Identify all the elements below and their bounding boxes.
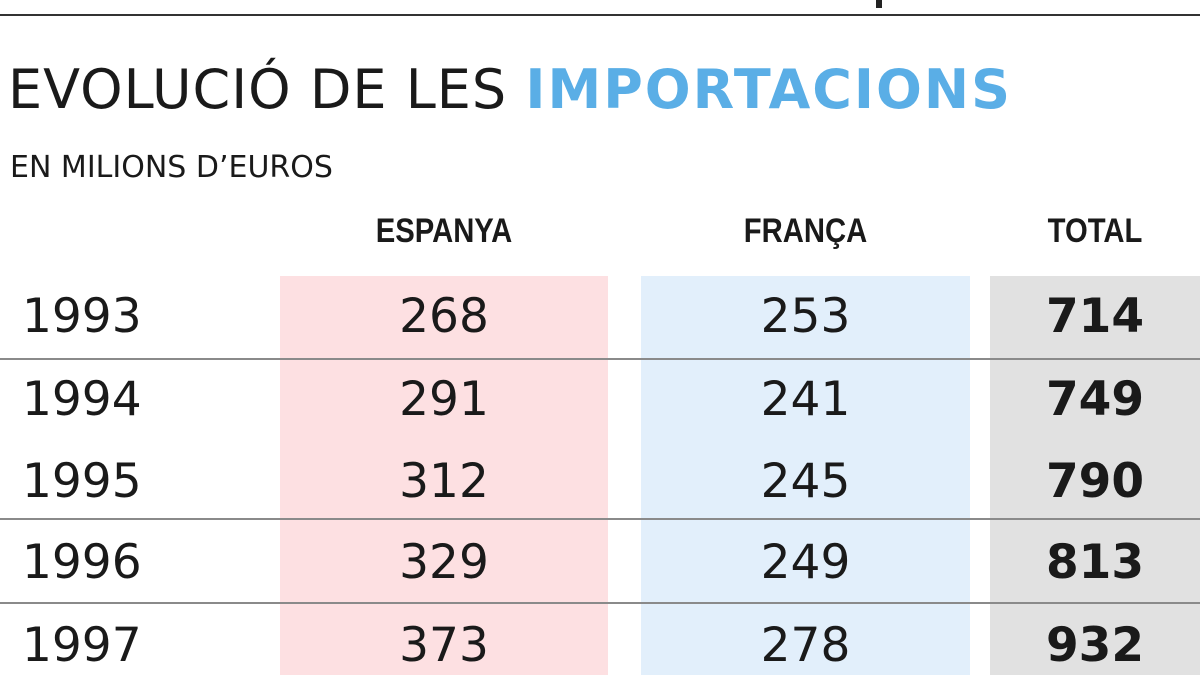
total-value: 714 [1045,289,1145,344]
row-divider [0,602,1200,604]
espanya-column-band [280,276,608,675]
chart-subtitle: EN MILIONS D’EUROS [10,150,333,185]
column-header-total: TOTAL [1047,212,1143,250]
total-value: 813 [1045,535,1145,590]
franca-value: 245 [760,454,851,509]
column-header-espanya: ESPANYA [375,212,513,250]
chart-title-highlight: IMPORTACIONS [525,58,1012,121]
row-year-label: 1994 [22,372,142,427]
espanya-value: 312 [399,454,489,509]
espanya-value: 268 [399,289,489,344]
total-value: 932 [1045,618,1145,673]
total-value: 790 [1045,454,1145,509]
espanya-value: 291 [399,372,489,427]
row-year-label: 1996 [22,535,142,590]
espanya-value: 329 [399,535,489,590]
chart-title-prefix: EVOLUCIÓ DE LES [8,58,508,121]
row-year-label: 1993 [22,289,142,344]
row-divider [0,358,1200,360]
franca-value: 241 [760,372,851,427]
chart-title: EVOLUCIÓ DE LES IMPORTACIONS [8,56,1012,124]
column-header-franca: FRANÇA [743,212,868,250]
top-divider-mark [876,0,882,8]
franca-value: 249 [760,535,851,590]
row-year-label: 1995 [22,454,142,509]
total-column-band [990,276,1200,675]
franca-value: 278 [760,618,851,673]
top-divider [0,14,1200,16]
franca-column-band [641,276,970,675]
espanya-value: 373 [399,618,489,673]
row-year-label: 1997 [22,618,142,673]
row-divider [0,518,1200,520]
franca-value: 253 [760,289,851,344]
total-value: 749 [1045,372,1145,427]
